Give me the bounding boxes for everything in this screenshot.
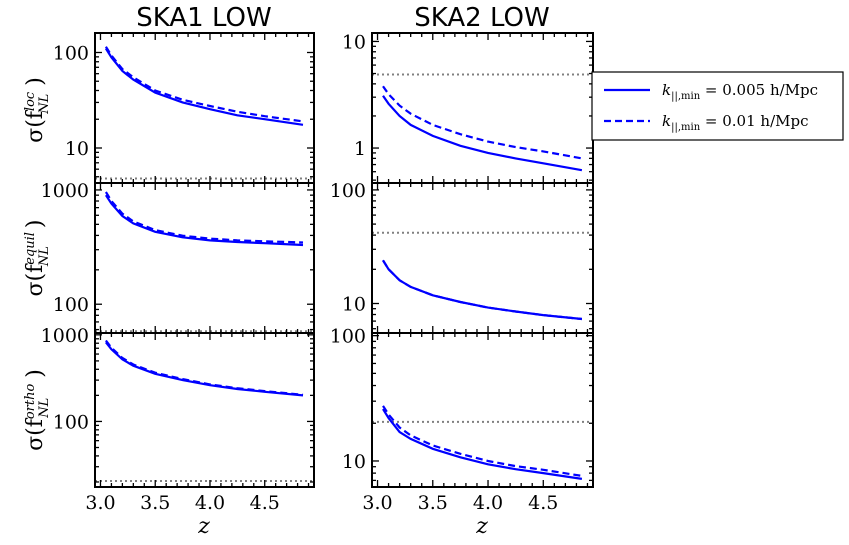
- panel-ska1-ortho: 100 1000 3.0 3.5 4.0 4.5: [41, 325, 315, 514]
- y-tick-label: 1: [354, 138, 366, 160]
- legend-frame: [591, 71, 844, 141]
- panel-ska2-ortho: 10 100 3.0 3.5 4.0 4.5: [330, 326, 594, 514]
- y-tick-label: 100: [53, 294, 89, 316]
- series-line-solid: [104, 194, 304, 247]
- panel-frame: [94, 182, 315, 334]
- series-line-solid: [382, 259, 583, 321]
- xlabel-right: z: [475, 514, 488, 539]
- y-tick-label: 100: [330, 180, 366, 202]
- panel-frame: [94, 332, 315, 488]
- panel-ska1-equil: 100 1000: [41, 180, 315, 334]
- y-tick-label: 100: [53, 42, 89, 64]
- svg-text:σ(fequilNL): σ(fequilNL): [23, 219, 52, 296]
- column-title-ska1-low: SKA1 LOW: [136, 3, 271, 33]
- xlabel-left: z: [197, 514, 210, 539]
- y-tick-label: 1000: [41, 180, 89, 202]
- y-tick-label: 10: [342, 294, 366, 316]
- x-tick-label: 3.0: [362, 492, 392, 514]
- panel-frame: [371, 332, 594, 488]
- panel-frame: [371, 182, 594, 334]
- x-tick-label: 4.0: [195, 492, 225, 514]
- svg-text:σ(forthoNL): σ(forthoNL): [23, 369, 52, 451]
- x-tick-label: 3.5: [140, 492, 170, 514]
- series-line-dashed: [382, 85, 583, 160]
- ylabel-equil: σ(fequilNL): [23, 219, 52, 296]
- column-title-ska2-low: SKA2 LOW: [414, 3, 549, 33]
- x-tick-label: 3.5: [418, 492, 448, 514]
- ylabel-ortho: σ(forthoNL): [23, 369, 52, 451]
- series-line-dashed: [382, 259, 583, 321]
- y-tick-label: 1000: [41, 325, 89, 347]
- x-tick-label: 4.5: [528, 492, 558, 514]
- series-line-solid: [105, 341, 304, 397]
- series-line-dashed: [105, 339, 304, 396]
- y-tick-label: 10: [342, 451, 366, 473]
- panel-ska1-loc: 10 100: [53, 32, 315, 184]
- y-tick-label: 10: [342, 31, 366, 53]
- x-tick-label: 3.0: [85, 492, 115, 514]
- panel-frame: [371, 32, 594, 184]
- series-line-dashed: [104, 46, 304, 123]
- y-tick-label: 100: [330, 326, 366, 348]
- legend-label-dashed: k||,min = 0.01 h/Mpc: [662, 112, 809, 133]
- series-line-solid: [104, 47, 304, 126]
- series-line-solid: [382, 95, 583, 172]
- series-line-solid: [382, 408, 583, 480]
- x-tick-label: 4.0: [473, 492, 503, 514]
- series-line-dashed: [382, 405, 583, 477]
- series-line-dashed: [104, 191, 304, 244]
- x-tick-label: 4.5: [250, 492, 280, 514]
- legend: k||,min = 0.005 h/Mpc k||,min = 0.01 h/M…: [591, 71, 844, 141]
- y-tick-label: 100: [53, 411, 89, 433]
- y-tick-label: 10: [65, 138, 89, 160]
- panel-ska2-equil: 10 100: [330, 180, 594, 334]
- legend-label-solid: k||,min = 0.005 h/Mpc: [662, 81, 818, 102]
- ylabel-loc: σ(flocNL): [23, 77, 52, 143]
- svg-text:σ(flocNL): σ(flocNL): [23, 77, 52, 143]
- panel-ska2-loc: 1 10: [342, 31, 594, 184]
